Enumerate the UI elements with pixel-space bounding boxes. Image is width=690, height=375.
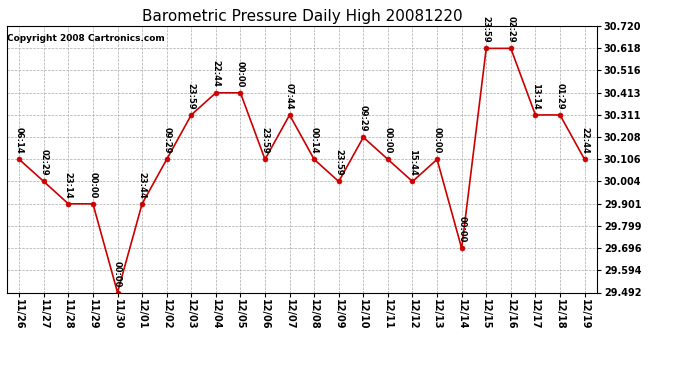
Text: 22:44: 22:44 xyxy=(580,127,589,154)
Text: 15:44: 15:44 xyxy=(408,149,417,176)
Text: 23:44: 23:44 xyxy=(137,171,146,198)
Text: 22:44: 22:44 xyxy=(211,60,220,87)
Text: 00:00: 00:00 xyxy=(236,61,245,87)
Text: 00:00: 00:00 xyxy=(384,128,393,154)
Text: 23:14: 23:14 xyxy=(64,171,73,198)
Text: 23:59: 23:59 xyxy=(187,83,196,110)
Text: 00:00: 00:00 xyxy=(113,261,122,287)
Text: 13:14: 13:14 xyxy=(531,82,540,110)
Text: 23:59: 23:59 xyxy=(261,127,270,154)
Text: 00:14: 00:14 xyxy=(310,127,319,154)
Text: 02:29: 02:29 xyxy=(39,149,48,176)
Text: 23:59: 23:59 xyxy=(334,149,343,176)
Text: 00:00: 00:00 xyxy=(433,128,442,154)
Text: 23:59: 23:59 xyxy=(482,16,491,43)
Text: 07:44: 07:44 xyxy=(285,83,294,110)
Text: 00:00: 00:00 xyxy=(457,216,466,243)
Text: 06:14: 06:14 xyxy=(14,127,23,154)
Text: 00:00: 00:00 xyxy=(88,172,97,198)
Text: 09:29: 09:29 xyxy=(162,128,171,154)
Text: 01:29: 01:29 xyxy=(555,83,564,110)
Text: Copyright 2008 Cartronics.com: Copyright 2008 Cartronics.com xyxy=(8,34,165,43)
Text: 09:29: 09:29 xyxy=(359,105,368,132)
Text: 02:29: 02:29 xyxy=(506,16,515,43)
Title: Barometric Pressure Daily High 20081220: Barometric Pressure Daily High 20081220 xyxy=(141,9,462,24)
